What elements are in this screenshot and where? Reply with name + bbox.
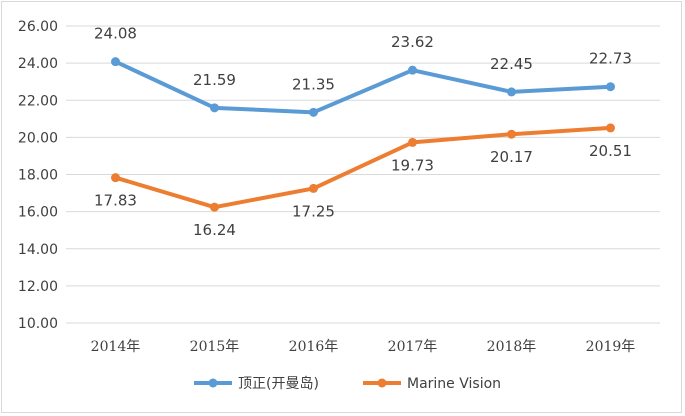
y-tick-label: 20.00 [18,130,58,146]
legend: 顶正(开曼岛) Marine Vision [194,376,501,392]
data-label: 22.73 [589,50,632,68]
x-tick-label: 2019年 [586,339,636,355]
data-label: 21.59 [193,71,236,89]
data-point [507,87,516,97]
data-label: 21.35 [292,75,335,93]
legend-entry-label: Marine Vision [407,376,501,392]
x-axis-ticks: 2014年 2015年 2016年 2017年 2018年 2019年 [91,339,636,355]
x-tick-label: 2014年 [91,339,141,355]
data-label: 22.45 [490,55,533,73]
y-tick-label: 10.00 [18,316,58,332]
data-point [210,202,219,212]
y-axis-ticks: 10.00 12.00 14.00 16.00 18.00 20.00 22.00 24.00… [18,19,58,332]
legend-entry-label: 顶正(开曼岛) [238,376,319,392]
data-point [210,103,219,113]
series-line [113,59,613,115]
data-point [111,173,120,183]
x-tick-label: 2017年 [388,339,438,355]
legend-swatch-marker [377,378,387,388]
y-tick-label: 14.00 [18,242,58,258]
y-tick-label: 24.00 [18,56,58,72]
data-label: 19.73 [391,156,434,174]
data-point [606,123,615,133]
data-point [507,129,516,139]
data-label: 17.25 [292,202,335,220]
x-tick-label: 2018年 [487,339,537,355]
data-point [408,137,417,147]
y-tick-label: 22.00 [18,93,58,109]
gridlines [66,25,660,324]
data-point [606,82,615,92]
y-tick-label: 26.00 [18,19,58,35]
y-tick-label: 18.00 [18,168,58,184]
data-label: 20.17 [490,148,533,166]
data-point [111,57,120,67]
y-tick-label: 12.00 [18,279,58,295]
y-tick-label: 16.00 [18,205,58,221]
x-tick-label: 2015年 [190,339,240,355]
legend-swatch-marker [208,378,218,388]
data-label: 16.24 [193,221,236,239]
data-label: 20.51 [589,142,632,160]
data-label: 23.62 [391,33,434,51]
data-point [309,183,318,193]
series-line [113,125,613,210]
data-point [309,107,318,117]
data-point [408,65,417,75]
x-tick-label: 2016年 [289,339,339,355]
data-label: 24.08 [94,25,137,43]
data-label: 17.83 [94,192,137,210]
series-group: 24.08 21.59 21.35 23.62 22.45 22.73 17.83 16.24… [94,25,632,240]
